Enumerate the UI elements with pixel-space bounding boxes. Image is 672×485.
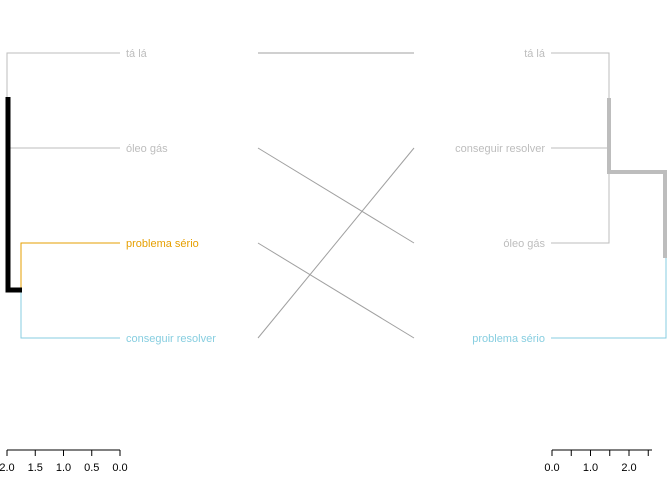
right-branch-oleo-gas	[551, 172, 610, 244]
axis-tick-label: 0.0	[112, 462, 127, 474]
left-leaf-label: problema sério	[126, 238, 199, 250]
left-leaf-labels: tá lá óleo gás problema sério conseguir …	[126, 48, 216, 345]
right-highlight-branch	[607, 98, 667, 258]
left-leaf-label: tá lá	[126, 48, 148, 60]
left-highlight-branch	[5, 97, 22, 293]
axis-tick-label: 0.0	[544, 462, 559, 474]
connector-problema-serio	[257, 242, 415, 339]
right-dendrogram	[551, 52, 667, 339]
axis-tick-label: 1.0	[56, 462, 71, 474]
left-branch-ta-la	[6, 52, 120, 97]
axis-tick-label: 0.5	[84, 462, 99, 474]
axis-tick-label: 2.0	[621, 462, 636, 474]
axis-tick-label: 1.5	[28, 462, 43, 474]
left-branch-problema-serio	[20, 242, 120, 290]
right-branch-problema-serio	[551, 258, 667, 339]
left-dendrogram	[5, 52, 120, 339]
right-leaf-labels: tá lá conseguir resolver óleo gás proble…	[455, 48, 546, 345]
right-branch-ta-la	[551, 52, 610, 98]
right-leaf-label: problema sério	[472, 333, 545, 345]
axis-tick-label: 2.0	[0, 462, 15, 474]
left-branch-conseguir-resolver	[20, 290, 120, 339]
right-leaf-label: conseguir resolver	[455, 143, 545, 155]
left-height-axis: 2.0 1.5 1.0 0.5 0.0	[0, 449, 128, 474]
connector-oleo-gas	[257, 147, 415, 244]
axis-tick-label: 1.0	[583, 462, 598, 474]
right-height-axis: 0.0 1.0 2.0	[544, 449, 652, 474]
connector-lines	[257, 52, 415, 339]
right-leaf-label: óleo gás	[503, 238, 545, 250]
connector-conseguir-resolver	[257, 147, 415, 339]
left-leaf-label: conseguir resolver	[126, 333, 216, 345]
right-leaf-label: tá lá	[524, 48, 546, 60]
left-leaf-label: óleo gás	[126, 143, 168, 155]
